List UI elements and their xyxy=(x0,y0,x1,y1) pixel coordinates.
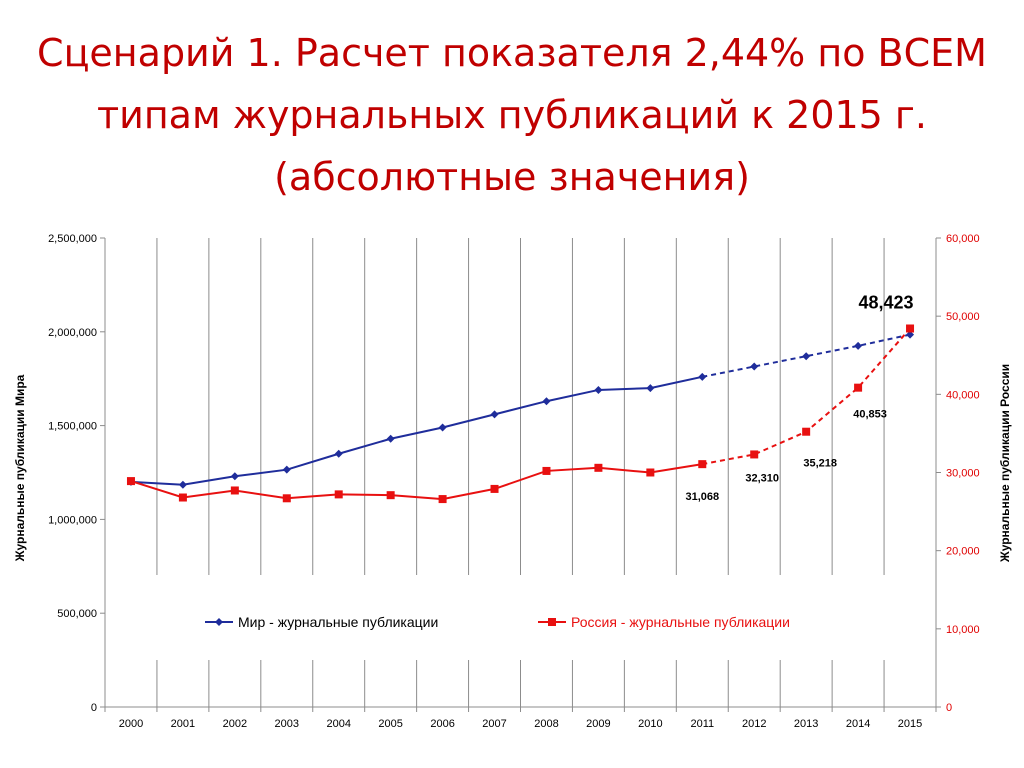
data-point xyxy=(594,385,603,394)
x-tick-label: 2002 xyxy=(223,718,247,730)
right-tick-label: 10,000 xyxy=(946,624,980,636)
x-tick-label: 2011 xyxy=(690,718,714,730)
left-tick-label: 2,000,000 xyxy=(48,327,97,339)
data-point xyxy=(386,434,395,443)
data-point xyxy=(490,410,499,419)
data-point xyxy=(126,477,135,486)
x-tick-label: 2015 xyxy=(898,718,922,730)
data-point xyxy=(698,460,707,469)
x-tick-label: 2005 xyxy=(378,718,402,730)
left-tick-label: 1,000,000 xyxy=(48,514,97,526)
x-tick-label: 2012 xyxy=(742,718,766,730)
x-tick-label: 2010 xyxy=(638,718,662,730)
data-point xyxy=(178,493,187,502)
x-tick-label: 2014 xyxy=(846,718,870,730)
right-axis-label: Журнальные публикации России xyxy=(998,364,1012,563)
left-tick-label: 2,500,000 xyxy=(48,233,97,245)
left-axis-label: Журнальные публикации Мира xyxy=(13,374,27,562)
series-russia xyxy=(126,324,915,504)
chart-legend: Мир - журнальные публикации Россия - журн… xyxy=(205,614,790,630)
data-label: 48,423 xyxy=(859,292,914,312)
data-point xyxy=(854,383,863,392)
data-point xyxy=(438,495,447,504)
left-tick-label: 1,500,000 xyxy=(48,421,97,433)
data-point xyxy=(230,472,239,481)
x-tick-label: 2008 xyxy=(534,718,558,730)
data-point xyxy=(282,465,291,474)
data-label: 40,853 xyxy=(853,409,887,421)
data-point xyxy=(490,484,499,493)
data-point xyxy=(646,384,655,393)
x-tick-label: 2007 xyxy=(482,718,506,730)
right-axis-ticks: 0 10,000 20,000 30,000 40,000 50,000 60,000 xyxy=(936,233,980,714)
x-tick-label: 2006 xyxy=(430,718,454,730)
data-point xyxy=(594,463,603,472)
data-label: 32,310 xyxy=(745,472,779,484)
legend-label-world: Мир - журнальные публикации xyxy=(238,614,438,630)
data-point xyxy=(542,397,551,406)
data-point xyxy=(698,372,707,381)
x-tick-label: 2004 xyxy=(326,718,350,730)
left-axis-ticks: 0 500,000 1,000,000 1,500,000 2,000,000 2,500… xyxy=(48,233,105,714)
x-tick-label: 2009 xyxy=(586,718,610,730)
data-point xyxy=(906,330,915,339)
data-point xyxy=(750,450,759,459)
left-tick-label: 0 xyxy=(91,702,97,714)
right-tick-label: 50,000 xyxy=(946,311,980,323)
data-point xyxy=(548,618,556,626)
data-point xyxy=(282,494,291,503)
right-tick-label: 30,000 xyxy=(946,468,980,480)
vertical-gridlines xyxy=(156,238,885,707)
series-layer xyxy=(126,324,915,504)
data-point xyxy=(438,423,447,432)
right-tick-label: 20,000 xyxy=(946,546,980,558)
data-point xyxy=(386,491,395,500)
data-point xyxy=(854,341,863,350)
data-point xyxy=(802,352,811,361)
data-point xyxy=(334,490,343,499)
right-tick-label: 40,000 xyxy=(946,389,980,401)
data-point xyxy=(802,427,811,436)
data-label: 35,218 xyxy=(803,458,837,470)
data-label: 31,068 xyxy=(685,491,719,503)
data-labels: 31,068 32,310 35,218 40,853 48,423 xyxy=(685,292,913,503)
x-tick-label: 2013 xyxy=(794,718,818,730)
right-tick-label: 0 xyxy=(946,702,952,714)
x-axis-ticks: 2000 2001 2002 2003 2004 2005 2006 2007 2008 2009… xyxy=(104,707,937,730)
x-tick-label: 2003 xyxy=(275,718,299,730)
x-tick-label: 2000 xyxy=(119,718,143,730)
series-line-forecast xyxy=(702,327,911,466)
data-point xyxy=(542,466,551,475)
series-line-actual xyxy=(130,375,703,486)
data-point xyxy=(750,362,759,371)
series-line-actual xyxy=(130,463,703,501)
data-point xyxy=(646,468,655,477)
data-point xyxy=(906,324,915,333)
legend-label-russia: Россия - журнальные публикации xyxy=(571,614,790,630)
data-point xyxy=(230,486,239,495)
left-tick-label: 500,000 xyxy=(57,608,97,620)
right-tick-label: 60,000 xyxy=(946,233,980,245)
data-point xyxy=(178,480,187,489)
x-tick-label: 2001 xyxy=(171,718,195,730)
data-point xyxy=(215,618,223,626)
slide-title: Сценарий 1. Расчет показателя 2,44% по В… xyxy=(37,31,987,199)
data-point xyxy=(334,449,343,458)
